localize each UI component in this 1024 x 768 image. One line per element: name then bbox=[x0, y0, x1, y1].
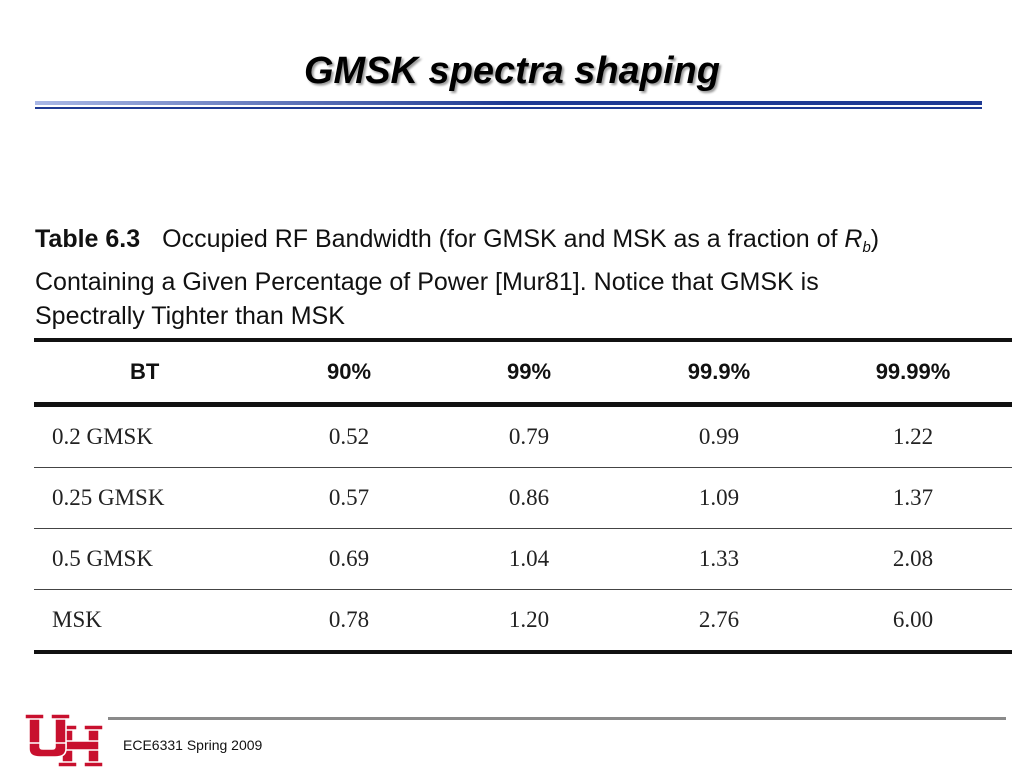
cell-bt: 0.5 GMSK bbox=[34, 528, 264, 590]
cell-bt: 0.25 GMSK bbox=[34, 467, 264, 529]
table-row: 0.5 GMSK 0.69 1.04 1.33 2.08 bbox=[34, 528, 1012, 590]
cell-value: 0.99 bbox=[624, 404, 814, 468]
cell-value: 0.52 bbox=[264, 404, 434, 468]
university-logo-icon bbox=[24, 713, 104, 768]
cell-value: 1.20 bbox=[434, 589, 624, 654]
footer-text: ECE6331 Spring 2009 bbox=[123, 737, 263, 753]
bandwidth-table: BT 90% 99% 99.9% 99.99% 0.2 GMSK 0.52 0.… bbox=[34, 338, 1012, 654]
cell-value: 6.00 bbox=[814, 589, 1012, 654]
table-number: Table 6.3 bbox=[35, 225, 141, 253]
table-row: MSK 0.78 1.20 2.76 6.00 bbox=[34, 589, 1012, 654]
caption-line-3: Spectrally Tighter than MSK bbox=[35, 302, 345, 330]
header-90: 90% bbox=[264, 340, 434, 407]
cell-value: 1.37 bbox=[814, 467, 1012, 529]
table-row: 0.2 GMSK 0.52 0.79 0.99 1.22 bbox=[34, 404, 1012, 468]
cell-value: 2.08 bbox=[814, 528, 1012, 590]
table-header-row: BT 90% 99% 99.9% 99.99% bbox=[34, 340, 1012, 407]
cell-value: 0.86 bbox=[434, 467, 624, 529]
caption-paren: ) bbox=[870, 225, 880, 253]
cell-value: 0.57 bbox=[264, 467, 434, 529]
cell-bt: 0.2 GMSK bbox=[34, 404, 264, 468]
cell-value: 1.09 bbox=[624, 467, 814, 529]
caption-line-2: Containing a Given Percentage of Power [… bbox=[35, 268, 819, 296]
header-bt: BT bbox=[34, 340, 264, 407]
rb-symbol: R bbox=[844, 225, 863, 253]
title-underline bbox=[35, 101, 982, 109]
caption-line-1: Table 6.3 Occupied RF Bandwidth (for GMSK… bbox=[35, 222, 1015, 265]
cell-value: 1.33 bbox=[624, 528, 814, 590]
header-99-9: 99.9% bbox=[624, 340, 814, 407]
cell-value: 2.76 bbox=[624, 589, 814, 654]
cell-value: 0.79 bbox=[434, 404, 624, 468]
cell-value: 0.78 bbox=[264, 589, 434, 654]
caption-text-1: Occupied RF Bandwidth (for GMSK and MSK … bbox=[162, 225, 838, 253]
footer-divider bbox=[108, 717, 1006, 720]
table-caption: Table 6.3 Occupied RF Bandwidth (for GMSK… bbox=[35, 222, 1015, 333]
header-99: 99% bbox=[434, 340, 624, 407]
rb-subscript: b bbox=[862, 239, 871, 256]
cell-bt: MSK bbox=[34, 589, 264, 654]
slide-title: GMSK spectra shaping bbox=[304, 50, 720, 92]
cell-value: 0.69 bbox=[264, 528, 434, 590]
table-row: 0.25 GMSK 0.57 0.86 1.09 1.37 bbox=[34, 467, 1012, 529]
cell-value: 1.22 bbox=[814, 404, 1012, 468]
cell-value: 1.04 bbox=[434, 528, 624, 590]
header-99-99: 99.99% bbox=[814, 340, 1012, 407]
